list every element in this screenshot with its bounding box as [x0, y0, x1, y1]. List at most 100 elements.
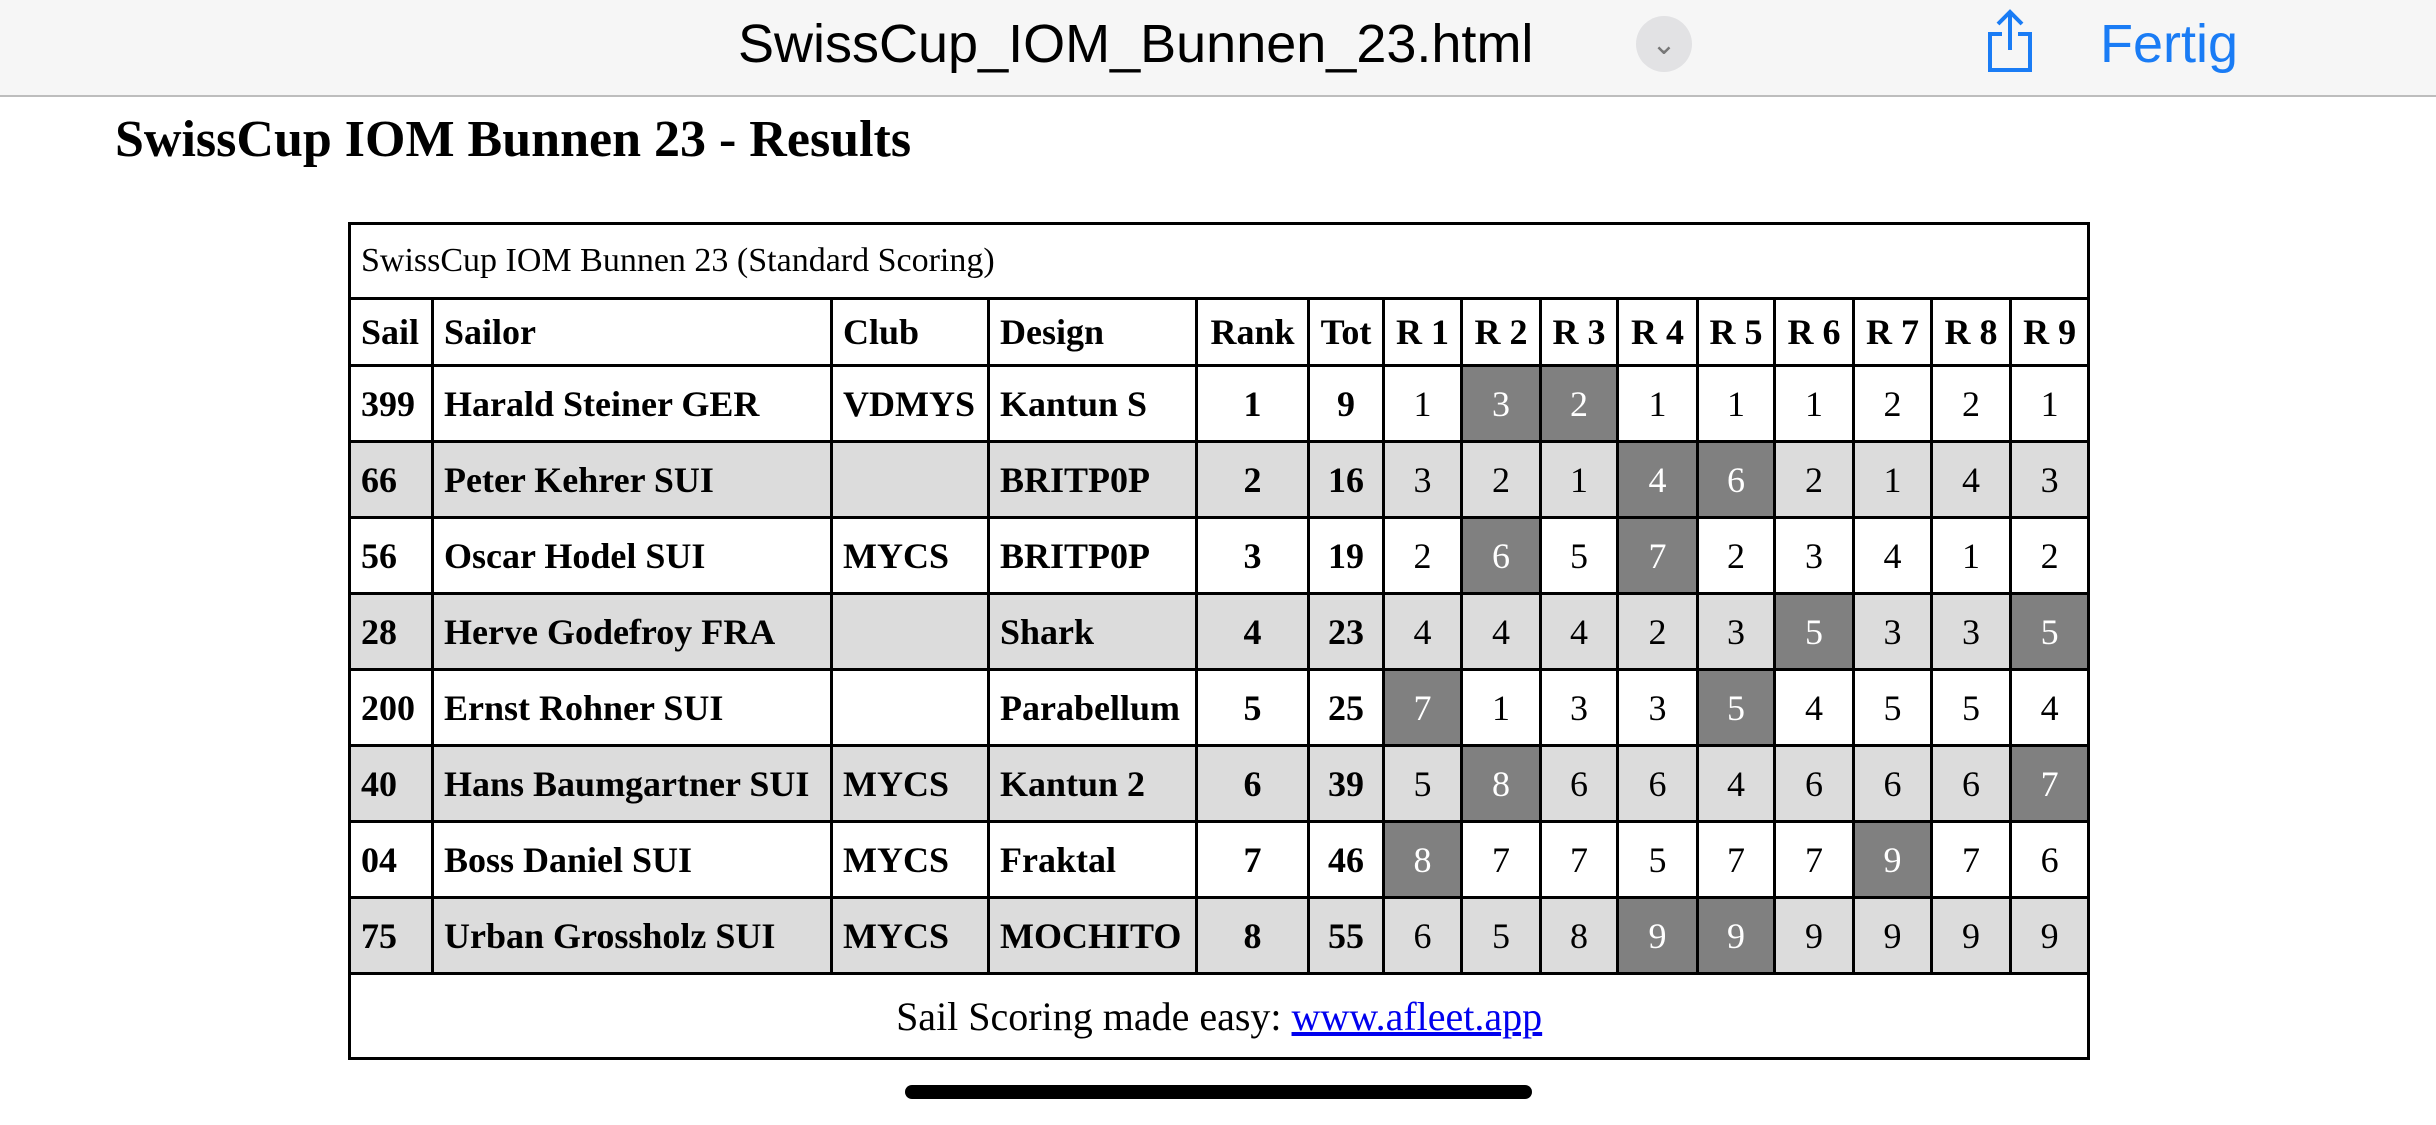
- cell-race-9: 9: [2008, 896, 2091, 975]
- cell-race-2: 1: [1460, 668, 1542, 747]
- cell-race-4: 4: [1616, 440, 1699, 519]
- cell-race-1: 2: [1382, 516, 1463, 595]
- cell-club: MYCS: [830, 516, 990, 595]
- cell-race-2: 4: [1460, 592, 1542, 671]
- cell-race-5: 9: [1696, 896, 1776, 975]
- cell-race-2: 2: [1460, 440, 1542, 519]
- column-header: R 2: [1460, 297, 1542, 367]
- cell-tot: 16: [1307, 440, 1385, 519]
- cell-tot: 25: [1307, 668, 1385, 747]
- afleet-link[interactable]: www.afleet.app: [1291, 993, 1543, 1039]
- column-header: Design: [987, 297, 1198, 367]
- browser-toolbar: SwissCup_IOM_Bunnen_23.html ⌄ Fertig: [0, 0, 2436, 97]
- cell-race-8: 1: [1930, 516, 2012, 595]
- cell-race-4: 5: [1616, 820, 1699, 899]
- cell-race-6: 7: [1773, 820, 1855, 899]
- cell-sail: 200: [348, 668, 434, 747]
- column-header: Sail: [348, 297, 434, 367]
- cell-race-3: 2: [1539, 364, 1619, 443]
- cell-design: BRITP0P: [987, 440, 1198, 519]
- cell-design: Shark: [987, 592, 1198, 671]
- cell-race-4: 9: [1616, 896, 1699, 975]
- cell-race-3: 7: [1539, 820, 1619, 899]
- table-row: 66 Peter Kehrer SUI BRITP0P 2 16 3 2 1 4 6 2 1 4 3: [348, 440, 2091, 519]
- cell-race-9: 1: [2008, 364, 2091, 443]
- cell-race-7: 5: [1852, 668, 1933, 747]
- cell-race-6: 6: [1773, 744, 1855, 823]
- chevron-down-icon[interactable]: ⌄: [1636, 16, 1692, 72]
- cell-race-6: 3: [1773, 516, 1855, 595]
- cell-sailor: Oscar Hodel SUI: [431, 516, 833, 595]
- cell-race-3: 8: [1539, 896, 1619, 975]
- cell-sailor: Ernst Rohner SUI: [431, 668, 833, 747]
- done-button[interactable]: Fertig: [2100, 14, 2239, 74]
- cell-rank: 5: [1195, 668, 1310, 747]
- cell-race-9: 6: [2008, 820, 2091, 899]
- cell-design: Kantun 2: [987, 744, 1198, 823]
- cell-tot: 19: [1307, 516, 1385, 595]
- column-header: R 8: [1930, 297, 2012, 367]
- cell-club: [830, 440, 990, 519]
- cell-race-4: 2: [1616, 592, 1699, 671]
- cell-sailor: Hans Baumgartner SUI: [431, 744, 833, 823]
- cell-race-4: 7: [1616, 516, 1699, 595]
- cell-sail: 56: [348, 516, 434, 595]
- cell-race-5: 4: [1696, 744, 1776, 823]
- cell-race-4: 3: [1616, 668, 1699, 747]
- cell-sail: 75: [348, 896, 434, 975]
- cell-club: MYCS: [830, 896, 990, 975]
- table-caption: SwissCup IOM Bunnen 23 (Standard Scoring…: [347, 222, 2091, 300]
- share-icon[interactable]: [1982, 8, 2038, 76]
- cell-race-2: 7: [1460, 820, 1542, 899]
- cell-race-5: 6: [1696, 440, 1776, 519]
- cell-design: Parabellum: [987, 668, 1198, 747]
- column-header: R 3: [1539, 297, 1619, 367]
- cell-race-5: 2: [1696, 516, 1776, 595]
- cell-race-8: 6: [1930, 744, 2012, 823]
- cell-sailor: Herve Godefroy FRA: [431, 592, 833, 671]
- document-title[interactable]: SwissCup_IOM_Bunnen_23.html: [738, 14, 1534, 74]
- cell-design: MOCHITO: [987, 896, 1198, 975]
- cell-race-8: 5: [1930, 668, 2012, 747]
- cell-race-7: 3: [1852, 592, 1933, 671]
- cell-tot: 9: [1307, 364, 1385, 443]
- page-title: SwissCup IOM Bunnen 23 - Results: [115, 111, 912, 168]
- cell-race-7: 4: [1852, 516, 1933, 595]
- table-row: 75 Urban Grossholz SUI MYCS MOCHITO 8 55 6 5 8 9 9…: [348, 896, 2091, 975]
- cell-race-5: 7: [1696, 820, 1776, 899]
- column-header: Club: [830, 297, 990, 367]
- cell-race-8: 9: [1930, 896, 2012, 975]
- cell-race-8: 2: [1930, 364, 2012, 443]
- footer-text: Sail Scoring made easy:: [896, 993, 1292, 1039]
- table-row: 200 Ernst Rohner SUI Parabellum 5 25 7 1 3 3 5 4 5 5…: [348, 668, 2091, 747]
- cell-sail: 04: [348, 820, 434, 899]
- cell-sail: 28: [348, 592, 434, 671]
- cell-race-5: 1: [1696, 364, 1776, 443]
- cell-race-2: 6: [1460, 516, 1542, 595]
- cell-race-4: 6: [1616, 744, 1699, 823]
- cell-sail: 40: [348, 744, 434, 823]
- cell-rank: 3: [1195, 516, 1310, 595]
- cell-race-6: 9: [1773, 896, 1855, 975]
- column-header: R 9: [2008, 297, 2091, 367]
- home-indicator[interactable]: [905, 1085, 1532, 1099]
- column-header: R 1: [1382, 297, 1463, 367]
- column-header: Sailor: [431, 297, 833, 367]
- cell-sailor: Harald Steiner GER: [431, 364, 833, 443]
- cell-sail: 399: [348, 364, 434, 443]
- cell-race-4: 1: [1616, 364, 1699, 443]
- cell-race-7: 1: [1852, 440, 1933, 519]
- cell-rank: 8: [1195, 896, 1310, 975]
- cell-race-8: 7: [1930, 820, 2012, 899]
- cell-rank: 4: [1195, 592, 1310, 671]
- cell-race-3: 4: [1539, 592, 1619, 671]
- cell-race-6: 2: [1773, 440, 1855, 519]
- cell-sailor: Boss Daniel SUI: [431, 820, 833, 899]
- cell-race-5: 5: [1696, 668, 1776, 747]
- cell-club: MYCS: [830, 820, 990, 899]
- cell-race-7: 6: [1852, 744, 1933, 823]
- cell-race-9: 2: [2008, 516, 2091, 595]
- cell-tot: 55: [1307, 896, 1385, 975]
- cell-race-2: 8: [1460, 744, 1542, 823]
- cell-race-7: 9: [1852, 820, 1933, 899]
